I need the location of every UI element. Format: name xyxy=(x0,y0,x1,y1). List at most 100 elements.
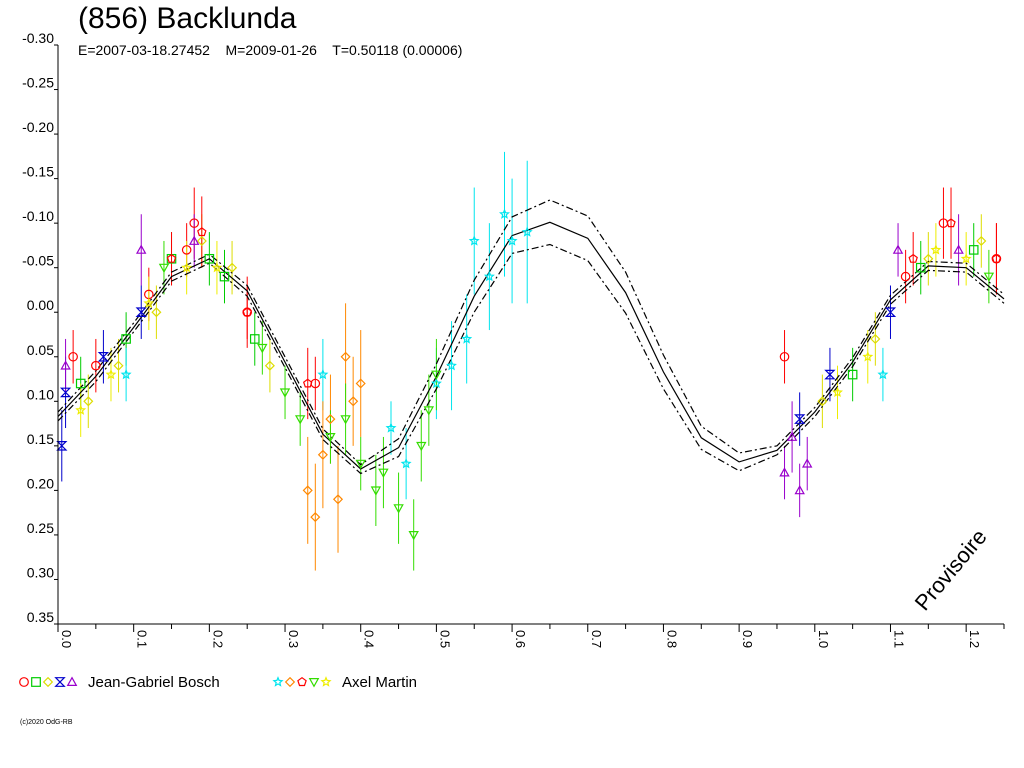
data-point xyxy=(378,468,389,479)
data-point xyxy=(120,368,132,380)
data-point xyxy=(197,227,207,237)
data-point xyxy=(181,245,192,255)
axes-layer: -0.30 -0.25 -0.20 -0.15 -0.10 -0.05 0.00 0.05 0.… xyxy=(22,30,1005,648)
x-tick-label: 0.0 xyxy=(59,630,74,648)
x-tick-label: 0.2 xyxy=(210,630,225,648)
y-tick-label: 0.25 xyxy=(27,520,54,536)
data-point xyxy=(105,368,117,380)
data-point xyxy=(408,530,419,541)
data-point xyxy=(302,378,313,388)
legend-symbol-icon xyxy=(284,676,296,688)
data-point xyxy=(332,494,344,505)
y-tick-label: -0.30 xyxy=(22,30,54,46)
data-point xyxy=(340,415,351,425)
data-point xyxy=(446,359,457,371)
legend-symbol-icon xyxy=(31,677,41,687)
data-point xyxy=(847,369,858,380)
data-point xyxy=(930,244,942,255)
data-point xyxy=(521,226,533,237)
copyright-text: (c)2020 OdG-RB xyxy=(20,719,73,726)
period-text: T=0.50118 (0.00006) xyxy=(332,42,463,58)
x-tick-label: 0.9 xyxy=(740,630,755,648)
data-point xyxy=(506,235,518,246)
chart-title: (856) Backlunda xyxy=(78,2,297,35)
legend-bosch: Jean-Gabriel Bosch xyxy=(18,674,220,691)
data-point xyxy=(135,244,147,254)
data-point xyxy=(181,261,193,273)
y-tick-label: -0.10 xyxy=(22,208,54,224)
data-point xyxy=(355,378,366,389)
data-point xyxy=(355,459,366,470)
data-point xyxy=(279,388,291,398)
data-point xyxy=(264,360,275,371)
error-bars-layer xyxy=(61,151,997,571)
legend-symbol-icon xyxy=(320,676,332,687)
data-point xyxy=(794,484,805,495)
data-point xyxy=(468,235,480,246)
y-tick-label: -0.20 xyxy=(22,119,54,135)
data-point xyxy=(786,431,798,441)
data-point xyxy=(151,307,162,318)
y-tick-label: 0.05 xyxy=(27,342,54,358)
data-point xyxy=(317,368,329,380)
data-point xyxy=(884,307,897,317)
legend-symbol-icon xyxy=(19,677,29,687)
data-point xyxy=(908,253,918,263)
legend-bosch-symbols xyxy=(19,676,78,688)
data-point xyxy=(915,262,926,273)
data-point xyxy=(68,351,78,362)
data-point xyxy=(59,387,72,398)
legend-martin-symbols xyxy=(272,676,332,688)
data-point xyxy=(900,271,911,282)
data-point xyxy=(227,262,238,273)
data-point xyxy=(423,406,435,416)
y-tick-label: 0.10 xyxy=(27,386,54,402)
curve-fit xyxy=(57,221,1005,470)
data-point xyxy=(211,261,223,273)
y-tick-label: 0.30 xyxy=(27,564,54,580)
data-point xyxy=(416,441,427,452)
x-tick-label: 1.2 xyxy=(967,630,982,648)
data-point xyxy=(983,272,995,283)
data-point xyxy=(189,218,200,228)
x-tick-label: 0.7 xyxy=(589,630,604,648)
data-point xyxy=(302,485,313,496)
data-point xyxy=(779,467,790,477)
data-point xyxy=(113,360,124,371)
data-point xyxy=(143,297,155,308)
data-point xyxy=(953,244,964,254)
y-tick-label: -0.05 xyxy=(22,253,54,269)
data-point xyxy=(499,208,510,219)
data-point xyxy=(158,263,170,274)
y-tick-label: 0.00 xyxy=(27,297,54,313)
legend-symbol-icon xyxy=(54,677,66,687)
data-point xyxy=(862,351,874,362)
x-tick-label: 1.1 xyxy=(891,630,906,648)
data-point xyxy=(188,235,200,245)
x-tick-label: 0.8 xyxy=(664,630,679,648)
data-points-layer xyxy=(56,208,1002,541)
data-point xyxy=(219,271,230,282)
mid-date-text: M=2009-01-26 xyxy=(225,42,317,58)
data-point xyxy=(97,352,110,362)
legend-bosch-label: Jean-Gabriel Bosch xyxy=(88,674,220,691)
data-point xyxy=(794,414,806,424)
chart-subtitle: E=2007-03-18.27452 M=2009-01-26 T=0.5011… xyxy=(78,42,462,58)
legend-martin: Axel Martin xyxy=(272,674,417,691)
curve-upper xyxy=(57,199,1005,466)
data-point xyxy=(242,307,252,317)
data-point xyxy=(83,396,94,407)
data-point xyxy=(257,343,268,354)
legend-martin-label: Axel Martin xyxy=(342,674,418,691)
data-point xyxy=(968,245,979,255)
y-tick-label: -0.25 xyxy=(22,75,54,91)
data-point xyxy=(135,307,147,317)
x-tick-label: 0.1 xyxy=(135,630,150,648)
data-point xyxy=(121,334,131,344)
legend-symbol-icon xyxy=(66,676,78,686)
data-point xyxy=(317,449,328,460)
data-point xyxy=(801,458,813,468)
data-point xyxy=(385,422,397,433)
data-point xyxy=(196,235,207,247)
